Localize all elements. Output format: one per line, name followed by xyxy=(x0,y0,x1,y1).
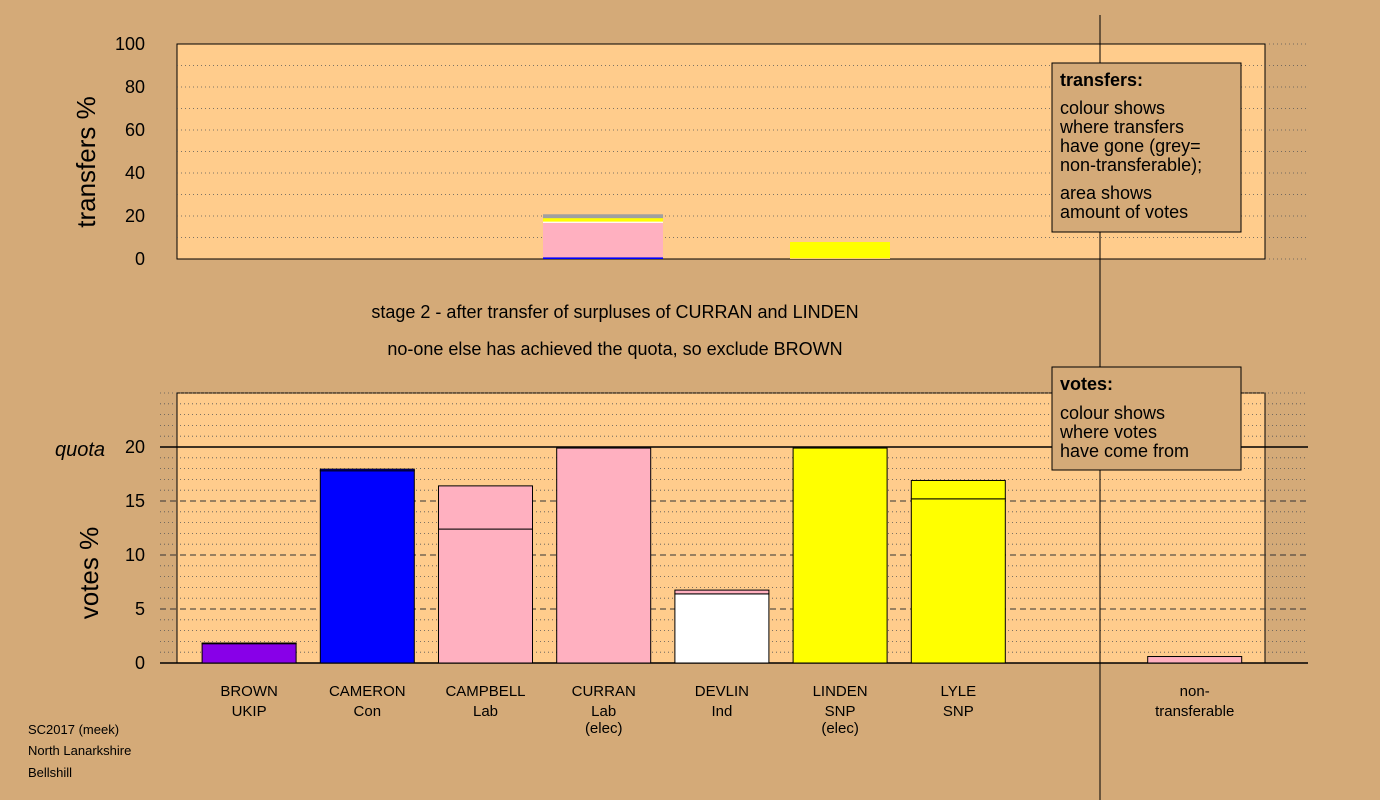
transfers-legend-title: transfers: xyxy=(1060,70,1143,90)
transfer-bar-segment xyxy=(790,258,890,259)
votes-legend-line: where votes xyxy=(1059,422,1157,442)
y-tick-label: 100 xyxy=(115,34,145,54)
y-tick-label: 5 xyxy=(135,599,145,619)
votes-legend-line: colour shows xyxy=(1060,403,1165,423)
candidate-name: non- xyxy=(1180,683,1210,700)
footer-line: North Lanarkshire xyxy=(28,743,131,758)
transfers-y-axis: 0 20 40 60 80 100 xyxy=(115,34,145,269)
candidate-party: Lab xyxy=(591,703,616,720)
transfers-legend-line: area shows xyxy=(1060,183,1152,203)
candidate-party: SNP xyxy=(943,703,974,720)
transfers-legend-line: where transfers xyxy=(1059,117,1184,137)
transfers-legend-line: have gone (grey= xyxy=(1060,136,1201,156)
transfers-grid xyxy=(177,43,1308,260)
quota-label: quota xyxy=(55,439,105,461)
candidate-name: CAMPBELL xyxy=(445,683,525,700)
votes-legend-line: have come from xyxy=(1060,441,1189,461)
vote-bar-segment xyxy=(910,479,1006,500)
y-tick-label: 15 xyxy=(125,491,145,511)
y-tick-label: 0 xyxy=(135,653,145,673)
y-tick-label: 20 xyxy=(125,206,145,226)
candidate-status: (elec) xyxy=(585,720,623,737)
y-tick-label: 40 xyxy=(125,163,145,183)
votes-y-axis: 0 5 10 15 20 xyxy=(125,437,145,673)
candidate-name: LYLE xyxy=(941,683,977,700)
vote-bar-segment xyxy=(556,447,652,664)
transfers-bars xyxy=(543,214,890,259)
vote-bar-segment xyxy=(438,485,533,530)
candidate-name: CURRAN xyxy=(572,683,636,700)
transfers-legend: transfers: colour shows where transfers … xyxy=(1051,62,1242,233)
transfers-axis-title: transfers % xyxy=(71,96,101,228)
candidate-name: LINDEN xyxy=(813,683,868,700)
vote-bar-segment xyxy=(201,642,297,645)
transfers-legend-box xyxy=(1051,62,1242,233)
y-tick-label: 60 xyxy=(125,120,145,140)
y-tick-label: 0 xyxy=(135,249,145,269)
candidate-party: Con xyxy=(354,703,382,720)
vote-bar-segment xyxy=(319,468,415,472)
transfer-bar-segment xyxy=(543,222,663,258)
votes-legend-box xyxy=(1051,366,1242,471)
footer-line: Bellshill xyxy=(28,765,72,780)
votes-legend: votes: colour shows where votes have com… xyxy=(1051,366,1242,471)
transfers-legend-line: amount of votes xyxy=(1060,202,1188,222)
votes-bars xyxy=(201,447,1243,664)
votes-legend-title: votes: xyxy=(1060,374,1113,394)
vote-bar-segment xyxy=(674,589,770,595)
vote-bar-segment xyxy=(438,528,533,664)
candidate-name: CAMERON xyxy=(329,683,406,700)
y-tick-label: 20 xyxy=(125,437,145,457)
candidate-party: Lab xyxy=(473,703,498,720)
stage-caption-2: no-one else has achieved the quota, so e… xyxy=(387,339,842,359)
vote-bar-segment xyxy=(201,643,297,664)
candidate-party: SNP xyxy=(825,703,856,720)
candidate-party: UKIP xyxy=(232,703,267,720)
transfers-legend-line: non-transferable); xyxy=(1060,155,1202,175)
stage-caption-1: stage 2 - after transfer of surpluses of… xyxy=(371,302,858,322)
y-tick-label: 80 xyxy=(125,77,145,97)
candidate-status: (elec) xyxy=(821,720,859,737)
vote-bar-segment xyxy=(1147,656,1243,664)
vote-bar-segment xyxy=(910,498,1006,664)
votes-axis-title: votes % xyxy=(74,527,104,620)
candidate-labels: BROWNUKIPCAMERONConCAMPBELLLabCURRANLab(… xyxy=(220,683,1234,737)
candidate-name: DEVLIN xyxy=(695,683,749,700)
y-tick-label: 10 xyxy=(125,545,145,565)
vote-bar-segment xyxy=(319,470,415,664)
transfer-bar-segment xyxy=(543,257,663,259)
candidate-name: transferable xyxy=(1155,703,1234,720)
candidate-party: Ind xyxy=(711,703,732,720)
transfers-legend-line: colour shows xyxy=(1060,98,1165,118)
vote-bar-segment xyxy=(674,593,770,664)
transfer-bar-segment xyxy=(543,221,663,223)
transfer-bar-segment xyxy=(543,218,663,222)
transfer-bar-segment xyxy=(790,242,890,259)
footer-line: SC2017 (meek) xyxy=(28,722,119,737)
transfer-bar-segment xyxy=(543,214,663,219)
vote-bar-segment xyxy=(792,447,888,664)
candidate-name: BROWN xyxy=(220,683,278,700)
